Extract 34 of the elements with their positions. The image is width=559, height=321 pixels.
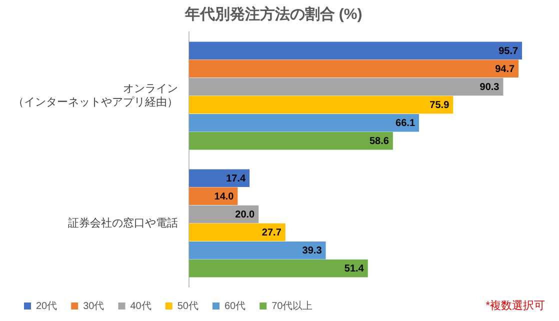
bar xyxy=(189,205,259,224)
data-label: 95.7 xyxy=(498,46,518,57)
data-label: 17.4 xyxy=(226,173,246,184)
data-label: 14.0 xyxy=(214,191,234,202)
bar xyxy=(189,187,238,206)
data-label: 39.3 xyxy=(302,246,322,257)
y-tick-label: オンライン（インターネットやアプリ経由） xyxy=(13,83,178,108)
y-tick-label: 証券会社の窓口や電話 xyxy=(68,216,178,230)
data-label: 75.9 xyxy=(430,100,450,112)
legend-label: 30代 xyxy=(83,300,104,312)
legend-label: 70代以上 xyxy=(272,300,313,312)
text: *複数選択可 xyxy=(486,299,545,313)
data-label: 51.4 xyxy=(344,264,364,275)
data-label: 58.6 xyxy=(369,136,390,148)
data-label: 20.0 xyxy=(235,209,256,220)
data-label: 66.1 xyxy=(396,118,416,130)
legend-label: 20代 xyxy=(36,300,58,312)
chart-title: 年代別発注方法の割合 (%) xyxy=(184,5,362,24)
data-label: 90.3 xyxy=(480,82,500,93)
bar xyxy=(189,260,368,278)
legend-label: 40代 xyxy=(130,300,152,312)
bar xyxy=(189,132,393,150)
data-label: 27.7 xyxy=(262,228,282,239)
bar xyxy=(189,169,250,187)
bar xyxy=(189,78,504,96)
legend-label: 60代 xyxy=(224,300,246,312)
bar xyxy=(189,42,522,60)
bar xyxy=(189,241,326,260)
legend-label: 50代 xyxy=(177,300,198,312)
bar xyxy=(189,60,519,78)
bar xyxy=(189,223,286,242)
data-label: 94.7 xyxy=(495,64,515,75)
bar xyxy=(189,114,420,132)
bar xyxy=(189,96,454,114)
